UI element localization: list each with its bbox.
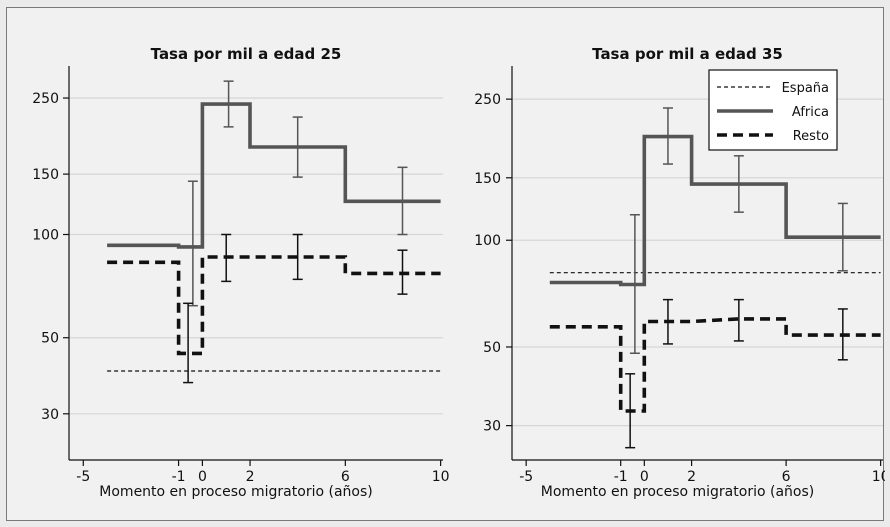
- x-tick-label: -1: [172, 469, 186, 485]
- x-tick-label: 0: [640, 469, 649, 485]
- x-tick-label: -5: [519, 469, 533, 485]
- y-tick-label: 100: [474, 233, 501, 249]
- y-tick-label: 100: [32, 228, 59, 244]
- series-line-africa: [549, 134, 881, 287]
- x-axis-label: Momento en proceso migratorio (años): [99, 484, 372, 500]
- legend-label: Resto: [793, 129, 829, 144]
- series-line-resto: [107, 255, 441, 356]
- chart-panel-2: 30 50 100 150 250 -5 -1 0 2 6 10 Tasa por mil a eda…: [474, 45, 885, 500]
- x-tick-label: 2: [246, 469, 255, 485]
- chart-panel-1: 30 50 100 150 250 -5 -1 0 2 6 10 Tasa por mil a eda…: [32, 45, 449, 500]
- y-tick-label: 250: [32, 91, 59, 107]
- x-tick-label: -5: [76, 469, 90, 485]
- y-tick-label: 50: [483, 340, 501, 356]
- y-tick-label: 250: [474, 92, 501, 108]
- x-tick-label: 10: [432, 469, 450, 485]
- chart-title: Tasa por mil a edad 35: [592, 45, 783, 63]
- legend-label: Africa: [792, 105, 829, 120]
- series-line-resto: [549, 317, 881, 413]
- y-tick-label: 150: [32, 167, 59, 183]
- x-tick-label: 2: [687, 469, 696, 485]
- x-tick-label: 0: [198, 469, 207, 485]
- series-line-africa: [107, 102, 441, 249]
- figure: 30 50 100 150 250 -5 -1 0 2 6 10 Tasa por mil a eda…: [6, 7, 885, 521]
- x-tick-label: 6: [782, 469, 791, 485]
- x-tick-label: -1: [614, 469, 628, 485]
- y-tick-label: 30: [483, 419, 501, 435]
- x-tick-label: 6: [341, 469, 350, 485]
- x-axis-label: Momento en proceso migratorio (años): [541, 484, 814, 500]
- chart-title: Tasa por mil a edad 25: [151, 45, 342, 63]
- y-tick-label: 50: [41, 331, 59, 347]
- y-tick-label: 30: [41, 407, 59, 423]
- y-tick-label: 150: [474, 171, 501, 187]
- legend-label: España: [782, 81, 829, 96]
- x-tick-label: 10: [872, 469, 885, 485]
